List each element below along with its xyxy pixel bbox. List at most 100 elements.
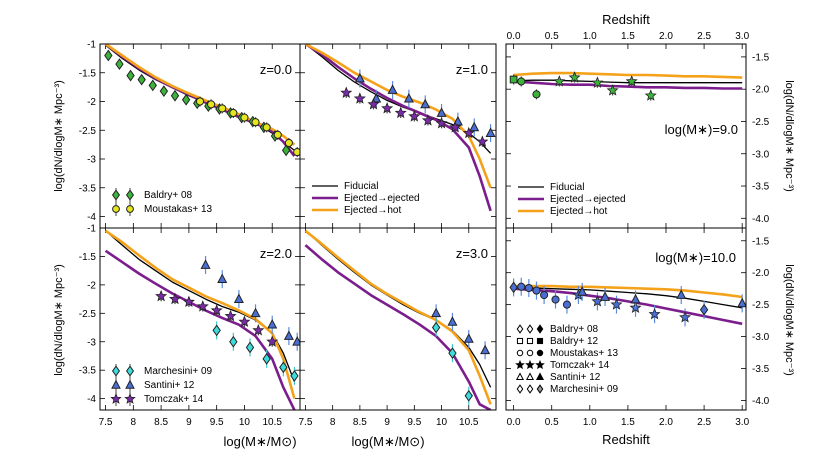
legend-marker-circle bbox=[112, 205, 120, 213]
data-point-star bbox=[679, 311, 692, 323]
y-tick-label: -2.0 bbox=[752, 85, 770, 96]
data-point-triangle bbox=[577, 286, 588, 296]
data-point-triangle bbox=[267, 318, 278, 329]
legend-marker-circle bbox=[126, 205, 134, 213]
legend-label: Baldry+ 12 bbox=[550, 336, 599, 347]
legend-marker-triangle-open bbox=[525, 372, 535, 381]
x-tick-label-top: 1.0 bbox=[583, 31, 597, 42]
data-point-star bbox=[340, 86, 353, 98]
series-line-ejected_ejected bbox=[513, 80, 743, 90]
data-point-circle bbox=[532, 90, 541, 99]
legend-label: Fiducial bbox=[344, 181, 378, 192]
x-tick-label: 1.5 bbox=[621, 417, 635, 428]
series-line-ejected_ejected bbox=[104, 249, 296, 410]
legend-label: Ejected→ejected bbox=[344, 193, 420, 204]
legend-label: Tomczak+ 14 bbox=[144, 394, 204, 405]
x-tick-label: 9 bbox=[384, 417, 390, 428]
plot-area bbox=[509, 277, 746, 327]
data-point-triangle bbox=[420, 98, 431, 109]
x-tick-label: 10.5 bbox=[262, 417, 282, 428]
data-point-star bbox=[367, 98, 380, 110]
data-point-circle bbox=[240, 113, 249, 122]
data-point-star bbox=[266, 335, 279, 347]
y-tick-label: -3.5 bbox=[752, 182, 770, 193]
plot-area bbox=[509, 71, 743, 101]
panel-label: z=0.0 bbox=[260, 62, 292, 77]
y-axis-title-right: log(dN/dlogM∗ Mpc⁻³) bbox=[783, 264, 795, 376]
panel-frame bbox=[299, 227, 497, 411]
x-axis-title-left: log(M∗/M⊙) bbox=[223, 434, 296, 449]
panel-smf_z3: 7.5 8 8.5 9 9.5 10 10.5 z=3.0 bbox=[298, 227, 497, 428]
series-line-ejected_ejected bbox=[304, 244, 492, 410]
data-point-triangle bbox=[200, 259, 211, 269]
data-point-diamond bbox=[229, 335, 238, 348]
data-point-diamond bbox=[281, 144, 291, 157]
data-point-triangle bbox=[233, 293, 244, 303]
data-point-diamond bbox=[448, 347, 457, 360]
data-point-star bbox=[394, 106, 407, 119]
x-tick-label: 9.5 bbox=[407, 417, 421, 428]
data-point-diamond bbox=[699, 303, 709, 316]
panel-label: z=2.0 bbox=[260, 246, 292, 261]
data-point-star bbox=[644, 89, 657, 101]
x-tick-label-top: 0.5 bbox=[545, 31, 559, 42]
data-point-star bbox=[252, 324, 265, 336]
x-tick-label-top: 0.0 bbox=[507, 31, 521, 42]
legend-marker-diamond bbox=[536, 324, 544, 334]
legend-label: Fiducial bbox=[550, 182, 584, 193]
data-point-circle bbox=[517, 282, 526, 291]
y-tick-label: -2.5 bbox=[79, 126, 97, 137]
y-axis-title-left: log(dN/dlogM∗ Mpc⁻³) bbox=[53, 80, 65, 192]
series-line-ejected_hot bbox=[513, 71, 743, 79]
legend-marker-square bbox=[536, 337, 544, 345]
x-tick-label: 10.5 bbox=[459, 417, 479, 428]
x-tick-label-top: 3.0 bbox=[735, 31, 749, 42]
legend-marker-square-open bbox=[526, 337, 534, 345]
legend-marker-circle-open bbox=[516, 349, 524, 357]
legend-label: Moustakas+ 13 bbox=[550, 348, 619, 359]
panel-label: z=3.0 bbox=[456, 246, 488, 261]
series-line-fiducial bbox=[513, 79, 743, 84]
y-tick-label: -3 bbox=[87, 155, 96, 166]
x-tick-label: 10 bbox=[436, 417, 448, 428]
data-point-diamond bbox=[464, 389, 473, 402]
data-point-star bbox=[210, 304, 223, 316]
data-point-star bbox=[408, 110, 421, 122]
data-point-circle bbox=[195, 97, 205, 106]
data-point-circle bbox=[273, 130, 282, 139]
y-tick-label: -3 bbox=[87, 337, 96, 348]
data-point-triangle bbox=[283, 330, 294, 340]
data-point-diamond bbox=[509, 281, 518, 294]
data-point-circle bbox=[540, 290, 549, 300]
x-axis-title-left: log(M∗/M⊙) bbox=[351, 434, 424, 449]
y-tick-label: -3.0 bbox=[752, 332, 770, 343]
data-point-circle bbox=[551, 295, 560, 304]
data-point-diamond bbox=[279, 361, 288, 374]
panel-smf_z0: -1 -1.5 -2 -2.5 -3 -3.5 -4 z=0.0 Baldry+ 08 Moust… bbox=[79, 40, 301, 229]
x-tick-label: 8 bbox=[330, 417, 336, 428]
legend-marker-diamond-grey bbox=[536, 384, 544, 394]
panel-label: log(M∗)=10.0 bbox=[655, 250, 736, 265]
y-tick-label: -2.5 bbox=[752, 117, 770, 128]
legend-label: Santini+ 12 bbox=[144, 380, 195, 391]
data-point-circle bbox=[207, 100, 216, 109]
data-point-diamond bbox=[181, 93, 191, 106]
data-point-star bbox=[610, 298, 623, 310]
x-tick-label: 7.5 bbox=[99, 417, 113, 428]
data-point-star bbox=[449, 121, 462, 133]
x-tick-label: 8 bbox=[131, 417, 137, 428]
data-point-star bbox=[625, 75, 638, 87]
data-point-star bbox=[435, 117, 448, 129]
y-axis-title-left: log(dN/dlogM∗ Mpc⁻³) bbox=[53, 264, 65, 376]
legend-marker-circle bbox=[536, 349, 544, 357]
data-point-diamond bbox=[431, 321, 441, 334]
data-point-triangle bbox=[630, 293, 641, 304]
y-tick-label: -4.0 bbox=[752, 214, 770, 225]
y-tick-label: -2.0 bbox=[752, 268, 770, 279]
data-point-diamond bbox=[137, 73, 146, 86]
data-point-star bbox=[238, 315, 251, 327]
legend-marker-star bbox=[535, 359, 545, 370]
legend-label: Baldry+ 08 bbox=[550, 324, 599, 335]
legend-label: Ejected→hot bbox=[550, 206, 607, 217]
